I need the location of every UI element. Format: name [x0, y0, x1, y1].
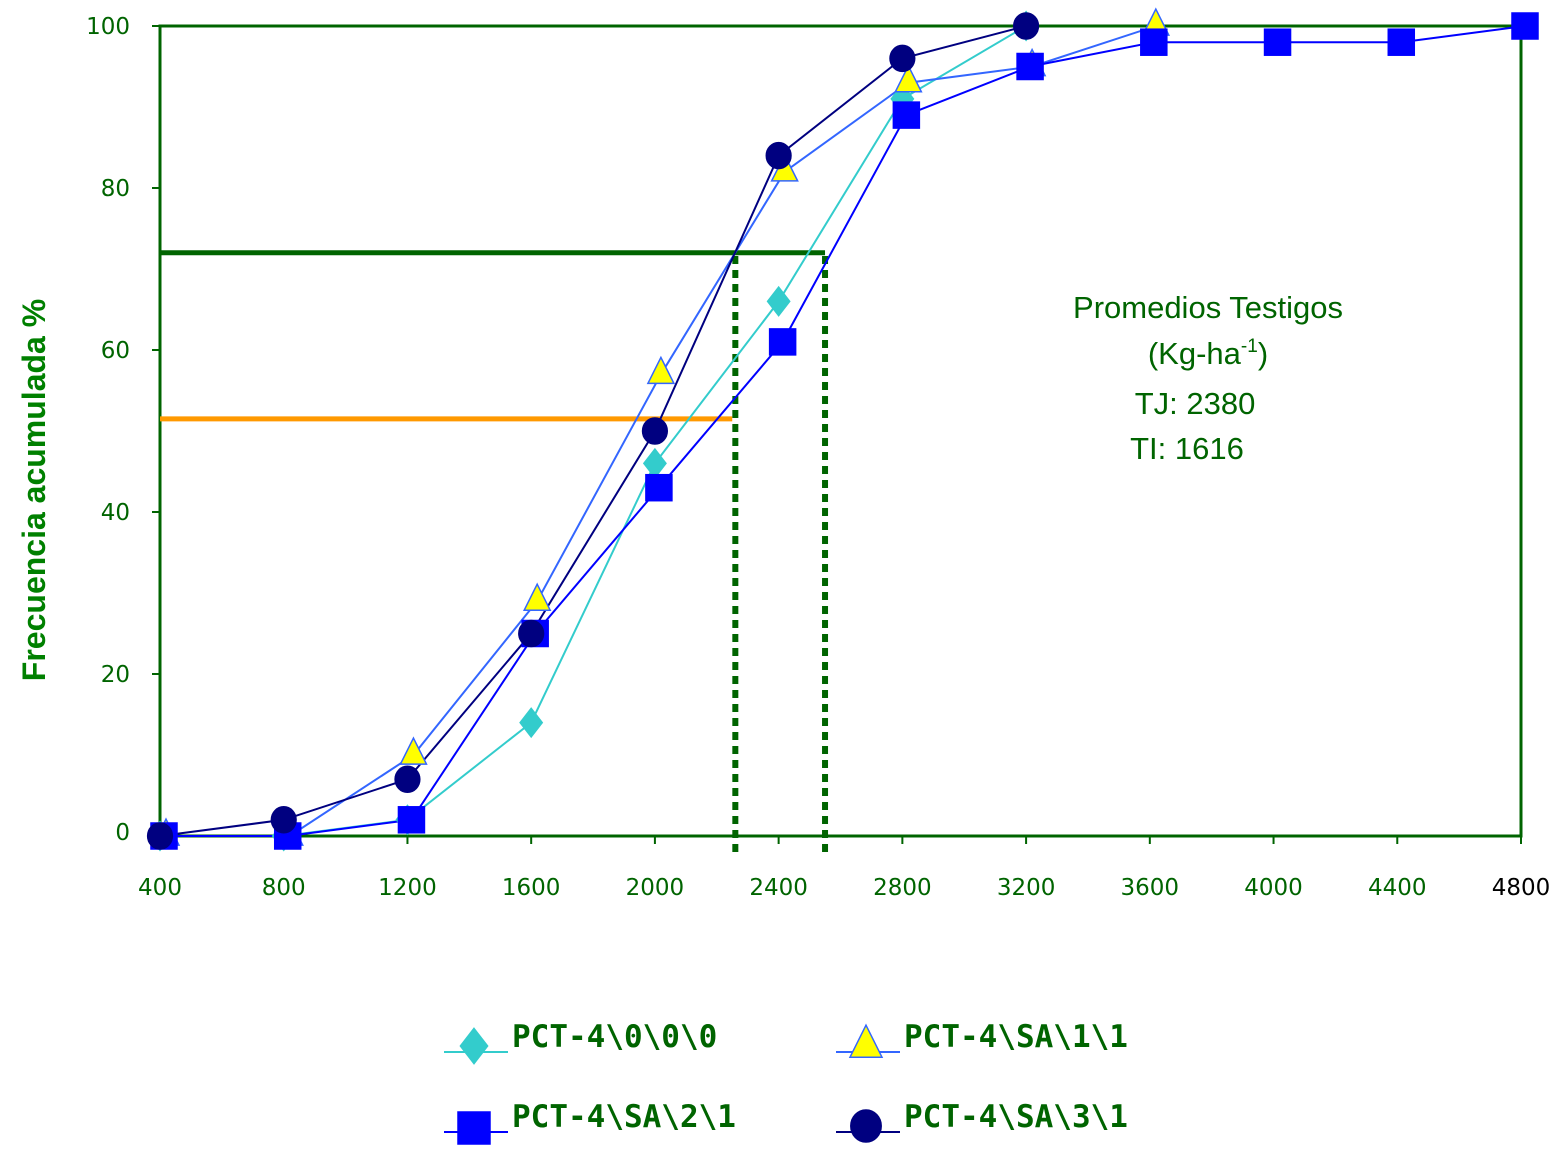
annotation-line-2: (Kg-ha-1) [1148, 336, 1268, 371]
legend-label-1: PCT-4\0\0\0 [512, 1019, 717, 1055]
x-axis: 400 800 1200 1600 2000 2400 2800 3200 3600 4000 44… [138, 836, 1550, 901]
series-4-point [1014, 13, 1039, 39]
reference-lines [160, 253, 825, 852]
series-4-point [890, 45, 915, 71]
x-tick-label: 4000 [1244, 875, 1303, 901]
series-4-point [519, 621, 544, 647]
series-3-point [646, 475, 672, 501]
y-tick-label: 100 [86, 14, 130, 40]
series-4-point [395, 766, 420, 792]
x-tick-label: 4800 [1492, 875, 1551, 901]
legend-marker-2 [850, 1025, 882, 1057]
series-lines [160, 26, 1525, 836]
x-tick-label: 3600 [1121, 875, 1180, 901]
annotation-line-4: TI: 1616 [1130, 431, 1244, 466]
annotation-line-1: Promedios Testigos [1073, 290, 1343, 325]
series-3-point [1017, 54, 1043, 80]
x-tick-label: 800 [262, 875, 306, 901]
series-1-point [520, 708, 542, 737]
x-tick-label: 2800 [873, 875, 932, 901]
y-tick-label: 0 [115, 820, 130, 846]
series-line-4 [160, 26, 1026, 836]
series-3-point [398, 807, 424, 833]
y-tick-label: 20 [101, 662, 130, 688]
y-axis-label: Frecuencia acumulada % [16, 299, 52, 681]
series-4-point [766, 143, 791, 169]
x-tick-label: 2400 [749, 875, 808, 901]
series-2-point [524, 584, 550, 610]
x-tick-label: 400 [138, 875, 182, 901]
x-tick-label: 3200 [997, 875, 1056, 901]
series-3-point [770, 329, 796, 355]
annotation-box: Promedios Testigos (Kg-ha-1) TJ: 2380 TI… [1073, 290, 1343, 466]
y-tick-label: 60 [101, 338, 130, 364]
legend-label-3: PCT-4\SA\2\1 [512, 1099, 736, 1135]
x-tick-label: 1200 [378, 875, 437, 901]
x-tick-label: 2000 [626, 875, 685, 901]
annotation-line-3: TJ: 2380 [1135, 386, 1256, 421]
series-line-3 [164, 26, 1525, 836]
legend-label-4: PCT-4\SA\3\1 [904, 1099, 1128, 1135]
series-4-point [271, 807, 296, 833]
plot-area-border [160, 26, 1521, 836]
series-3-point [893, 102, 919, 128]
x-tick-label: 1600 [502, 875, 561, 901]
series-3-point [1265, 29, 1291, 55]
series-3-point [1388, 29, 1414, 55]
legend-label-2: PCT-4\SA\1\1 [904, 1019, 1128, 1055]
series-3-point [1141, 29, 1167, 55]
y-tick-label: 40 [101, 500, 130, 526]
legend: PCT-4\0\0\0 PCT-4\SA\1\1 PCT-4\SA\2\1 PCT-4… [444, 1019, 1128, 1144]
series-4-point [643, 418, 668, 444]
legend-marker-1 [460, 1028, 487, 1063]
y-tick-label: 80 [101, 176, 130, 202]
legend-marker-3 [458, 1112, 490, 1144]
series-2-point [400, 738, 426, 764]
series-3-point [1512, 13, 1538, 39]
series-4-point [148, 823, 173, 849]
series-line-1 [160, 26, 1026, 836]
plot-frame [160, 26, 1521, 836]
legend-marker-4 [851, 1110, 881, 1142]
x-tick-label: 4400 [1368, 875, 1427, 901]
series-markers [148, 9, 1538, 850]
y-axis: 0 20 40 60 80 100 [86, 14, 160, 846]
